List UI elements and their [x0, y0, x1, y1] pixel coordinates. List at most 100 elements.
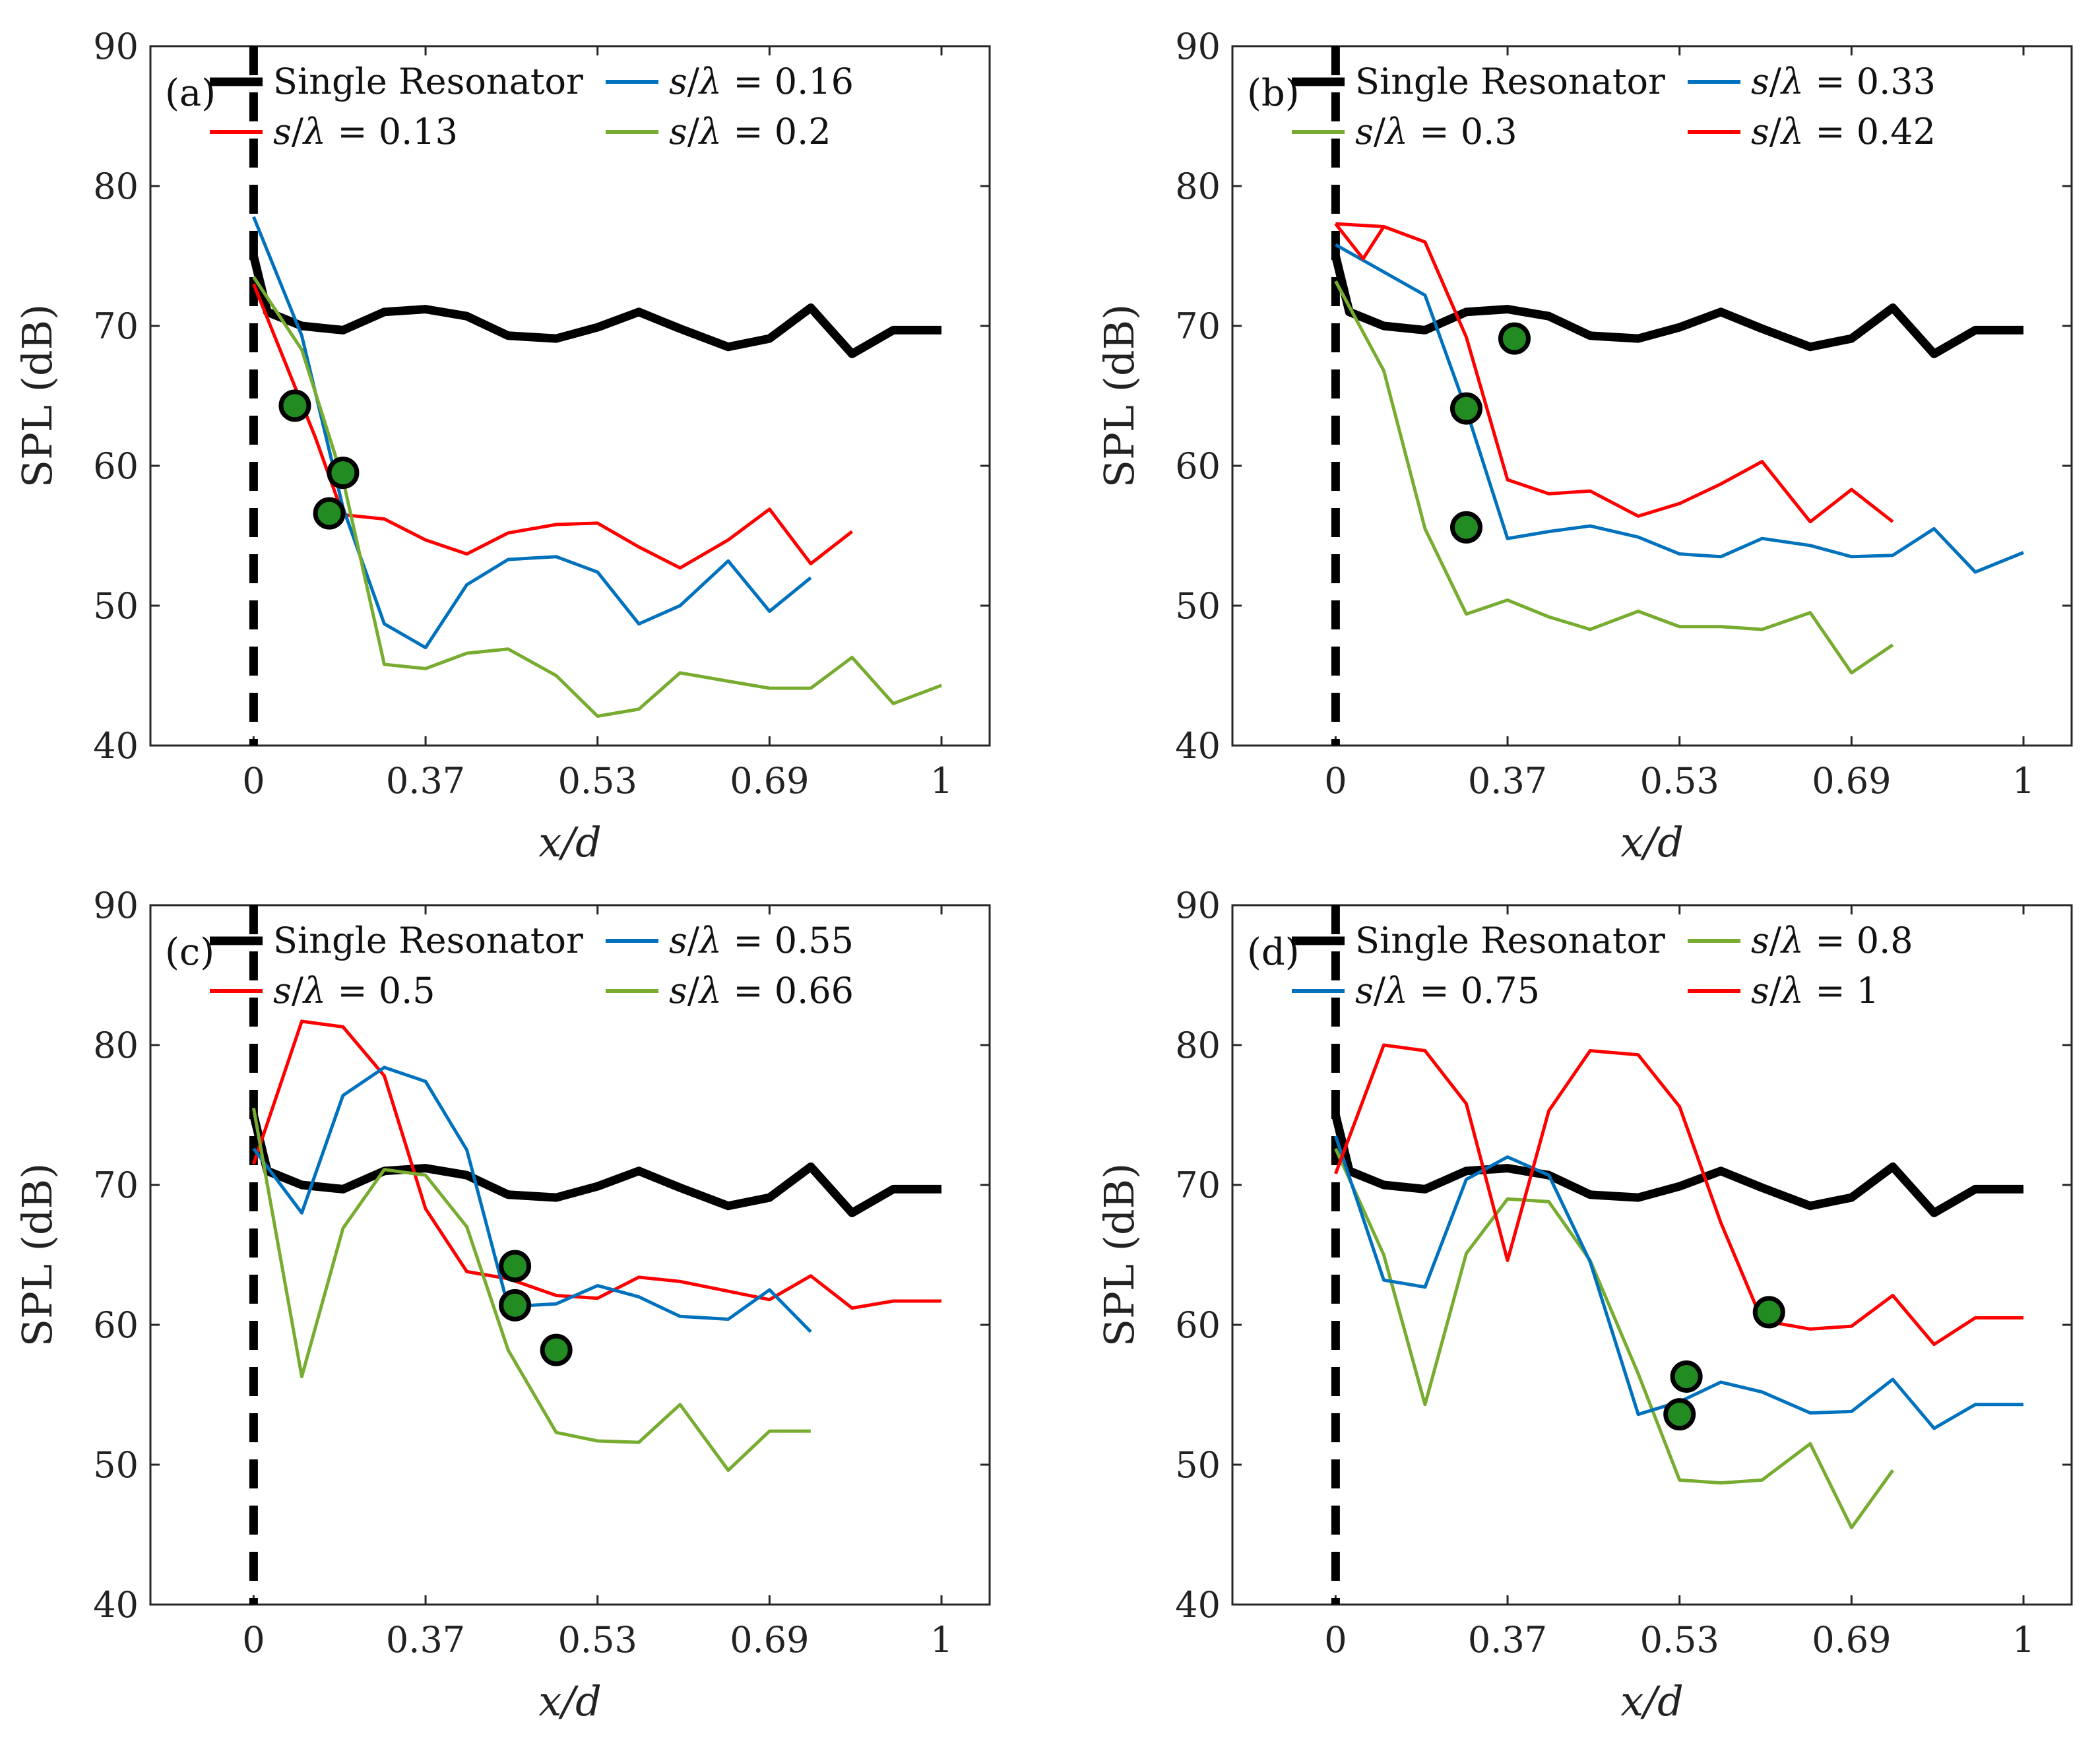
y-tick-label: 60 [1175, 445, 1221, 487]
legend-entry-label: s/λ = 0.66 [669, 970, 854, 1011]
legend-entry-label: Single Resonator [273, 61, 583, 102]
x-tick-label: 0 [242, 760, 265, 802]
legend-entry-label: s/λ = 0.42 [1751, 111, 1936, 152]
data-marker [278, 389, 311, 422]
y-tick-label: 70 [1175, 305, 1221, 347]
panel-label: (a) [165, 72, 216, 115]
series-line [1331, 255, 2023, 358]
series-line [1331, 1114, 2023, 1217]
y-tick-label: 50 [93, 1444, 139, 1486]
x-tick-label: 1 [930, 1619, 953, 1661]
legend-entry-label: Single Resonator [1355, 920, 1665, 961]
y-tick-label: 40 [1175, 725, 1221, 767]
y-tick-label: 80 [93, 166, 139, 207]
data-marker [313, 497, 346, 530]
x-tick-label: 0.53 [1640, 1619, 1719, 1661]
y-tick-label: 70 [93, 305, 139, 347]
panel-d: 40 50 60 70 80 90 0 0.37 0.53 0.69 1 x/d SPL (dB) (d)… [1095, 885, 2073, 1725]
x-tick-label: 0.37 [1468, 760, 1547, 802]
series-line [252, 283, 854, 570]
y-tick-label: 60 [93, 1304, 139, 1346]
panel-label: (b) [1247, 72, 1300, 115]
series-line [1334, 222, 1385, 261]
legend-entry-label: s/λ = 0.13 [273, 111, 458, 152]
x-tick-label: 0.69 [730, 1619, 809, 1661]
y-tick-label: 80 [1175, 166, 1221, 207]
data-marker [1449, 392, 1482, 425]
x-tick-label: 0.37 [386, 760, 465, 802]
y-tick-label: 80 [1175, 1025, 1221, 1066]
series-line [252, 216, 812, 650]
x-tick-label: 1 [2012, 760, 2035, 802]
series-line [1334, 1147, 1894, 1529]
x-tick-label: 0 [1324, 1619, 1347, 1661]
legend-entry-label: s/λ = 0.2 [669, 111, 831, 152]
y-tick-label: 70 [93, 1164, 139, 1206]
axes-frame [1231, 45, 2073, 747]
data-marker [499, 1250, 532, 1283]
y-tick-label: 70 [1175, 1164, 1221, 1206]
data-marker [1663, 1398, 1696, 1431]
y-tick-label: 90 [93, 26, 139, 67]
legend-entry-label: s/λ = 0.16 [669, 61, 854, 102]
series-line [249, 1114, 941, 1217]
y-tick-label: 40 [93, 1584, 139, 1626]
x-axis-label: x/d [538, 1677, 602, 1725]
y-axis-label: SPL (dB) [1095, 304, 1143, 488]
x-tick-label: 0.69 [730, 760, 809, 802]
x-axis-label: x/d [1620, 1677, 1684, 1725]
x-tick-label: 0.37 [1468, 1619, 1547, 1661]
data-marker [499, 1289, 532, 1322]
axes-frame [149, 904, 991, 1606]
legend-entry-label: Single Resonator [1355, 61, 1665, 102]
series-line [251, 1107, 811, 1472]
series-line [1334, 280, 1894, 675]
axes-frame [149, 45, 991, 747]
x-tick-label: 0 [242, 1619, 265, 1661]
data-marker [327, 457, 360, 490]
y-axis-label: SPL (dB) [1095, 1163, 1143, 1347]
legend-entry-label: s/λ = 0.75 [1355, 970, 1540, 1011]
panel-b: 40 50 60 70 80 90 0 0.37 0.53 0.69 1 x/d SPL (dB) (b)… [1095, 26, 2073, 866]
series-line [252, 1019, 941, 1310]
y-tick-label: 90 [1175, 26, 1221, 67]
legend-entry-label: s/λ = 0.5 [273, 970, 435, 1011]
panel-a: 40 50 60 70 80 90 0 0.37 0.53 0.69 1 x/d SPL (dB) (a)… [13, 26, 991, 866]
legend-entry-label: s/λ = 0.8 [1751, 920, 1913, 961]
data-marker [540, 1333, 573, 1366]
axes-frame [1231, 904, 2073, 1606]
series-line [252, 1066, 812, 1333]
legend-entry-label: s/λ = 0.33 [1751, 61, 1936, 102]
series-line [1335, 222, 1894, 524]
y-axis-label: SPL (dB) [13, 304, 61, 488]
legend-entry-label: s/λ = 1 [1751, 970, 1879, 1011]
series-line [252, 276, 942, 718]
y-tick-label: 50 [1175, 585, 1221, 627]
panel-label: (c) [165, 931, 214, 974]
legend-entry-label: s/λ = 0.55 [669, 920, 854, 961]
y-tick-label: 80 [93, 1025, 139, 1066]
x-tick-label: 1 [2012, 1619, 2035, 1661]
series-line [1335, 243, 2024, 574]
x-tick-label: 1 [930, 760, 953, 802]
x-tick-label: 0.53 [558, 1619, 637, 1661]
y-axis-label: SPL (dB) [13, 1163, 61, 1347]
data-marker [1752, 1296, 1785, 1329]
y-tick-label: 40 [1175, 1584, 1221, 1626]
x-tick-label: 0.37 [386, 1619, 465, 1661]
x-tick-label: 0.53 [558, 760, 637, 802]
panel-c: 40 50 60 70 80 90 0 0.37 0.53 0.69 1 x/d SPL (dB) (c)… [13, 885, 991, 1725]
x-tick-label: 0.53 [1640, 760, 1719, 802]
data-marker [1670, 1360, 1703, 1393]
y-tick-label: 60 [93, 445, 139, 487]
legend-entry-label: s/λ = 0.3 [1355, 111, 1517, 152]
x-tick-label: 0.69 [1812, 760, 1891, 802]
data-marker [1449, 511, 1482, 544]
series-line [249, 255, 941, 358]
x-tick-label: 0.69 [1812, 1619, 1891, 1661]
y-tick-label: 60 [1175, 1304, 1221, 1346]
y-tick-label: 40 [93, 725, 139, 767]
y-tick-label: 50 [93, 585, 139, 627]
y-tick-label: 90 [1175, 885, 1221, 926]
